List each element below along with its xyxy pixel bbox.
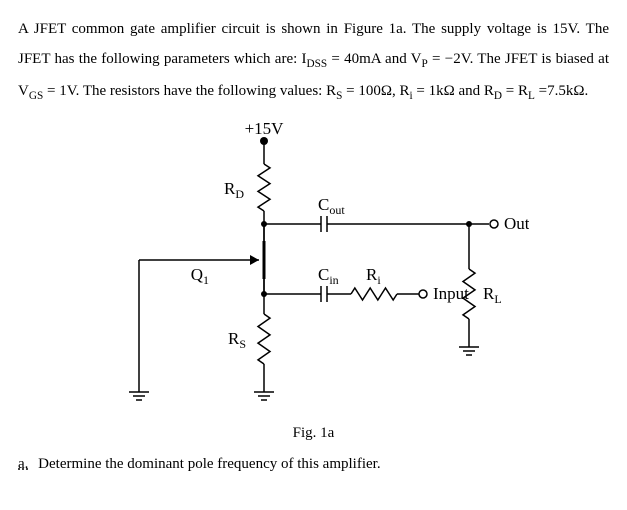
svg-text:+15V: +15V [244, 119, 284, 138]
svg-text:Input: Input [433, 284, 469, 303]
svg-text:RD: RD [223, 179, 243, 201]
svg-text:Ri: Ri [366, 265, 381, 287]
figure-caption: Fig. 1a [18, 425, 609, 442]
svg-text:Q1: Q1 [190, 265, 208, 287]
svg-text:Output: Output [504, 214, 529, 233]
svg-text:RS: RS [227, 329, 245, 351]
question-letter: a. [18, 456, 28, 472]
question-a: a. Determine the dominant pole frequency… [18, 456, 609, 473]
circuit-diagram: +15V RD Q1 Cout Output RL Cin Ri Input RS [18, 119, 609, 419]
svg-text:Cin: Cin [318, 265, 339, 287]
svg-text:RL: RL [483, 284, 502, 306]
problem-statement: A JFET common gate amplifier circuit is … [18, 14, 609, 107]
svg-text:Cout: Cout [318, 195, 345, 217]
question-text: Determine the dominant pole frequency of… [38, 456, 380, 472]
